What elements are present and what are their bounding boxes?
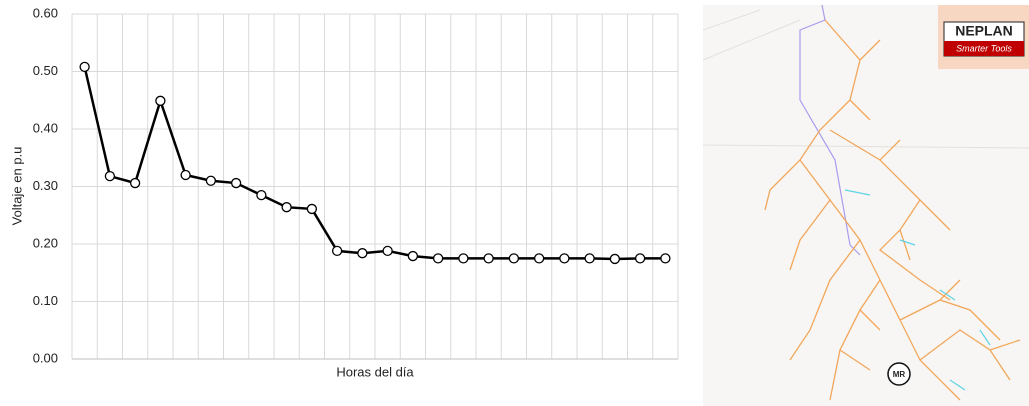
point [180, 169, 191, 181]
y-tick-label: 0.10 [33, 293, 58, 308]
point [407, 250, 419, 262]
x-axis-label: Horas del día [336, 364, 414, 379]
y-tick-label: 0.30 [33, 178, 58, 193]
point [205, 175, 217, 186]
map-marker [887, 362, 911, 386]
logo-title: NEPLAN [955, 23, 1013, 39]
point [155, 95, 166, 106]
point [483, 253, 494, 264]
y-tick-label: 0.40 [33, 120, 58, 135]
point [660, 253, 671, 264]
point [584, 253, 595, 264]
y-tick-label: 0.20 [33, 235, 58, 250]
point [634, 253, 646, 264]
point [508, 253, 520, 264]
y-tick-label: 0.00 [33, 350, 58, 365]
point [382, 245, 393, 257]
point [256, 189, 267, 201]
map-lines [764, 19, 1021, 401]
y-tick-label: 0.60 [33, 5, 58, 20]
point [458, 253, 469, 264]
point [357, 248, 368, 259]
logo-tagline: Smarter Tools [956, 43, 1012, 53]
point [306, 203, 318, 215]
map-marker-label: MR [893, 370, 906, 379]
point [104, 170, 116, 182]
map-streets [702, 9, 1029, 149]
point [609, 253, 621, 265]
map-cyan-lines [844, 189, 991, 391]
point [230, 177, 242, 189]
point [331, 245, 343, 257]
point [281, 202, 292, 213]
point [533, 253, 545, 264]
map: NEPLAN Smarter Tools MR [702, 4, 1029, 406]
y-axis-label: Voltaje en p.u [9, 147, 24, 226]
point [432, 253, 444, 264]
point [129, 177, 141, 189]
y-tick-label: 0.50 [33, 63, 58, 78]
point [559, 253, 570, 264]
logo-band [944, 41, 1024, 56]
point [79, 61, 90, 73]
